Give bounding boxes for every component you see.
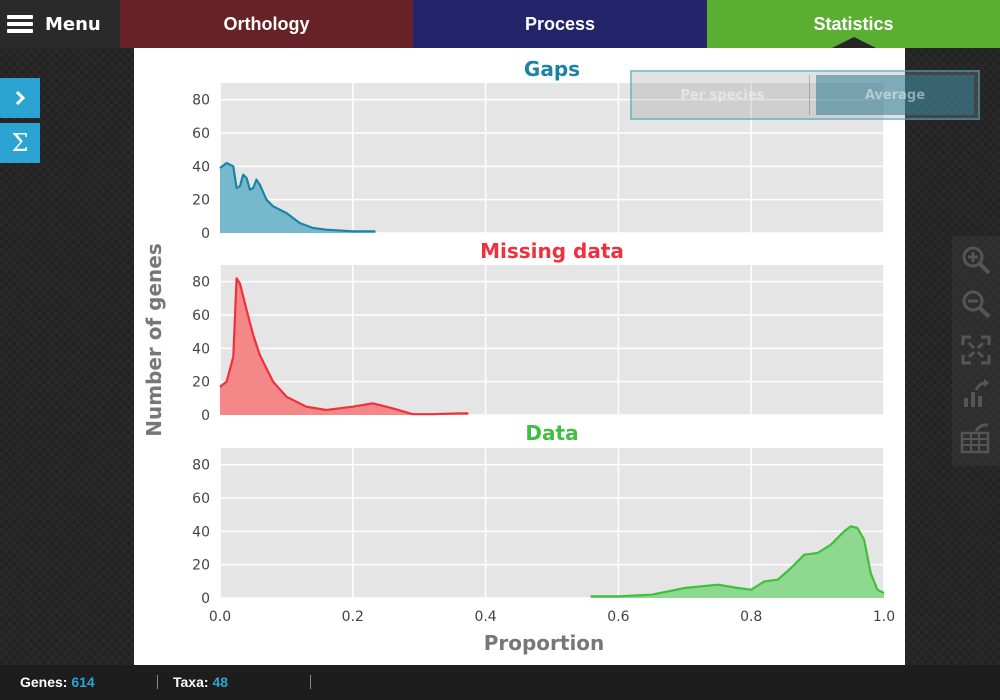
panel-title: Data: [525, 421, 578, 445]
x-tick-label: 0.0: [209, 609, 231, 625]
y-tick-label: 40: [192, 524, 210, 540]
menu-button[interactable]: Menu: [0, 0, 120, 48]
tab-statistics[interactable]: Statistics: [707, 0, 1000, 48]
series-area: [590, 526, 884, 598]
taxa-value: 48: [212, 674, 229, 690]
y-tick-label: 0: [201, 591, 210, 607]
y-tick-label: 20: [192, 375, 210, 391]
y-tick-label: 0: [201, 226, 210, 242]
plot-background: [220, 83, 884, 233]
y-tick-label: 40: [192, 159, 210, 175]
taxa-label: Taxa:: [173, 674, 209, 690]
genes-count: Genes: 614: [20, 674, 95, 690]
series-line: [219, 277, 469, 416]
statistics-chart-panel: 0 20 40 60 80 Gaps 0 20 40 60 80 Missing data 0 20 40 6…: [134, 48, 905, 665]
y-tick-label: 20: [192, 558, 210, 574]
tab-process-label: Process: [524, 13, 596, 34]
fit-screen-icon[interactable]: [960, 334, 992, 366]
y-tick-label: 80: [192, 458, 210, 474]
average-option[interactable]: Average: [815, 75, 974, 115]
status-bar: Genes: 614 Taxa: 48: [0, 665, 1000, 700]
view-mode-toggle: Per species Average: [630, 70, 980, 120]
export-table-icon[interactable]: [960, 422, 992, 454]
panel-title: Missing data: [480, 239, 624, 263]
per-species-option[interactable]: Per species: [636, 75, 810, 115]
export-chart-icon[interactable]: [960, 378, 992, 410]
tab-orthology[interactable]: Orthology: [120, 0, 413, 48]
y-tick-label: 40: [192, 341, 210, 357]
series-area: [220, 163, 376, 233]
y-tick-label: 60: [192, 491, 210, 507]
panel-title: Gaps: [524, 57, 580, 81]
chevron-right-icon: [15, 90, 26, 106]
taxa-count: Taxa: 48: [173, 674, 228, 690]
x-tick-label: 0.2: [342, 609, 364, 625]
y-tick-label: 80: [192, 93, 210, 109]
x-axis-label: Proportion: [484, 631, 605, 655]
zoom-in-icon[interactable]: [960, 244, 992, 276]
series-line: [219, 161, 376, 233]
x-tick-label: 0.4: [474, 609, 496, 625]
summary-button[interactable]: Σ: [0, 123, 40, 163]
tab-orthology-label: Orthology: [223, 13, 310, 34]
y-tick-label: 60: [192, 308, 210, 324]
chart-toolbar: [952, 236, 1000, 466]
hamburger-icon: [7, 15, 33, 33]
genes-value: 614: [71, 674, 95, 690]
top-navigation-bar: Menu Orthology Process Statistics: [0, 0, 1000, 48]
y-tick-label: 60: [192, 126, 210, 142]
status-divider: [310, 675, 311, 689]
menu-label: Menu: [45, 13, 101, 35]
series-line: [590, 525, 885, 598]
y-tick-label: 80: [192, 275, 210, 291]
genes-label: Genes:: [20, 674, 68, 690]
active-tab-caret: [831, 37, 876, 48]
y-tick-label: 0: [201, 408, 210, 424]
series-area: [220, 278, 469, 415]
x-tick-label: 1.0: [873, 609, 895, 625]
y-tick-label: 20: [192, 193, 210, 209]
x-tick-label: 0.6: [607, 609, 629, 625]
zoom-out-icon[interactable]: [960, 288, 992, 320]
sigma-icon: Σ: [11, 129, 29, 157]
gene-distribution-chart: 0 20 40 60 80 Gaps 0 20 40 60 80 Missing data 0 20 40 6…: [142, 57, 895, 655]
tab-process[interactable]: Process: [413, 0, 707, 48]
plot-background: [220, 448, 884, 598]
y-axis-label: Number of genes: [142, 243, 166, 437]
x-tick-label: 0.8: [740, 609, 762, 625]
tab-statistics-label: Statistics: [813, 13, 894, 34]
status-divider: [157, 675, 158, 689]
expand-sidebar-button[interactable]: [0, 78, 40, 118]
plot-background: [220, 265, 884, 415]
